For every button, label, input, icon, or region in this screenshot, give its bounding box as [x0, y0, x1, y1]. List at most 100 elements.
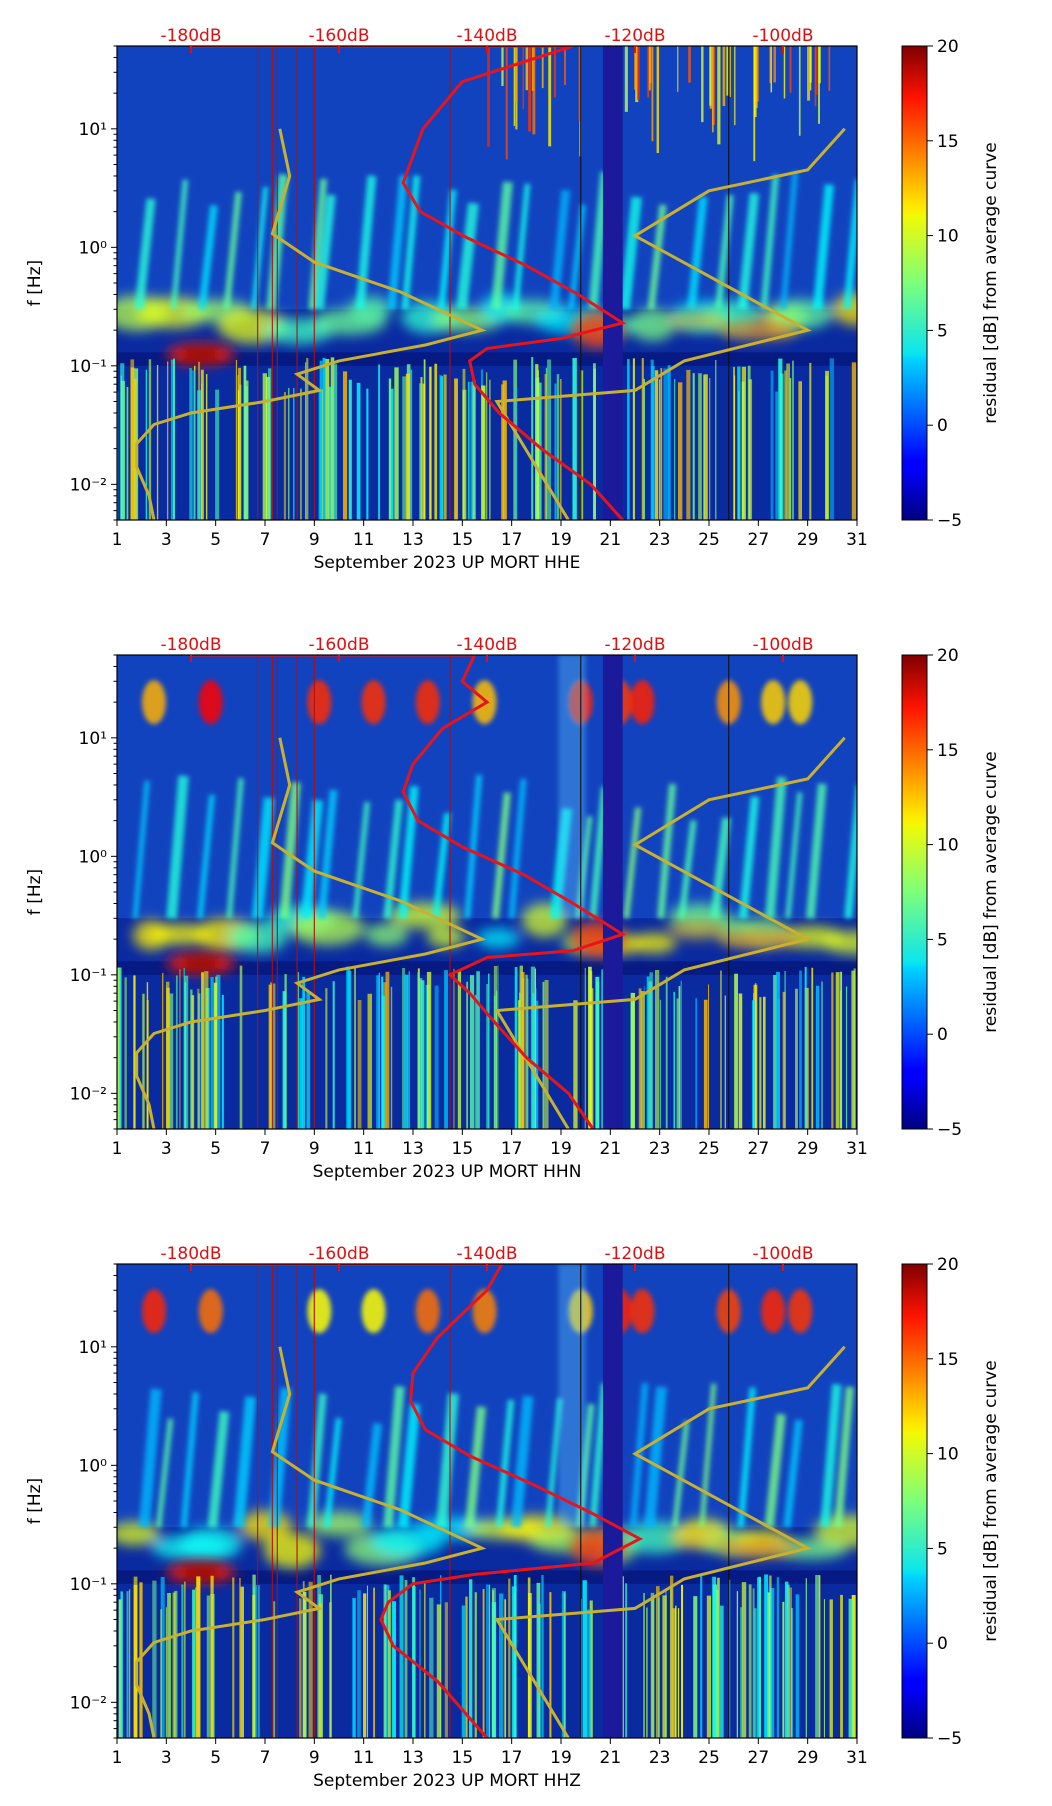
heatmap-wisp [197, 794, 216, 919]
heatmap-blob [632, 932, 677, 954]
data-gap [602, 46, 623, 520]
heatmap-wisp [510, 1395, 534, 1528]
x-tick-label: 1 [112, 530, 123, 550]
heatmap-wisp [512, 183, 531, 310]
x-tick-label: 25 [698, 530, 720, 550]
heatmap-hf-patch [142, 680, 166, 725]
average-psd-curve [191, 1264, 644, 1738]
event-hotspot-core [180, 348, 221, 361]
colorbar-label: residual [dB] from average curve [981, 142, 1001, 423]
heatmap-wisp [233, 1396, 257, 1528]
x-tick-label: 29 [797, 1139, 819, 1159]
x-axis-label: September 2023 UP MORT HHN [313, 1162, 582, 1182]
heatmap-hf-patch [198, 1289, 223, 1334]
y-axis-label: f [Hz] [25, 869, 45, 915]
x-tick-label: 13 [402, 1139, 424, 1159]
colorbar-gradient [901, 654, 928, 1130]
x-tick-label: 19 [550, 1139, 572, 1159]
x-tick-label: 7 [260, 1748, 271, 1768]
heatmap-wisp [812, 184, 834, 310]
heatmap-blob [307, 1511, 371, 1537]
heatmap-blob [348, 296, 392, 322]
heatmap-blob [365, 923, 409, 947]
db-tick-label: -100dB [752, 1244, 813, 1264]
colorbar-label: residual [dB] from average curve [981, 751, 1001, 1032]
heatmap-wisp [647, 204, 667, 310]
y-tick-label: 10⁰ [79, 238, 108, 258]
heatmap-wisp [355, 175, 377, 310]
average-psd-curve [191, 655, 627, 1129]
heatmap-gaps [256, 46, 730, 520]
y-tick-label: 10⁻¹ [70, 1575, 107, 1595]
colorbar-tick-label: 0 [937, 1634, 948, 1654]
heatmap-blob [179, 1527, 243, 1561]
x-tick-label: 27 [748, 1748, 770, 1768]
heatmap-wisp [671, 1420, 690, 1528]
x-tick-label: 9 [309, 530, 320, 550]
db-tick-label: -140dB [456, 26, 517, 46]
heatmap-hf-patch [415, 680, 440, 725]
heatmap-wisp [737, 192, 760, 310]
x-axis-label: September 2023 UP MORT HHZ [313, 1771, 581, 1791]
colorbar-tick-label: 0 [937, 416, 948, 436]
colorbar-tick-label: 20 [937, 37, 959, 57]
heatmap-wisp [678, 820, 697, 919]
x-tick-label: 21 [600, 530, 622, 550]
x-tick-label: 3 [161, 1139, 172, 1159]
db-tick-label: -140dB [456, 1244, 517, 1264]
heatmap-wisp [491, 792, 511, 919]
average-psd-curve [191, 46, 627, 520]
y-tick-label: 10⁰ [79, 1456, 108, 1476]
x-tick-label: 5 [210, 1748, 221, 1768]
db-tick-label: -120dB [604, 1244, 665, 1264]
event-hotspot-core [180, 957, 221, 970]
nhnm-curve [494, 736, 846, 1129]
heatmap-hf-column [558, 1264, 586, 1528]
heatmap-wisp [361, 1422, 383, 1528]
heatmap-wisp [549, 189, 571, 310]
x-tick-label: 13 [402, 530, 424, 550]
heatmap-wisp [844, 784, 857, 919]
heatmap-wisp [155, 1418, 174, 1528]
heatmap-wisp [833, 1386, 855, 1528]
event-hotspot [718, 1538, 799, 1559]
heatmap-blob [476, 928, 520, 949]
heatmap-wisp [314, 194, 336, 310]
db-tick-label: -120dB [604, 26, 665, 46]
heatmap-blob [820, 930, 857, 955]
heatmap-band-dark [117, 352, 857, 366]
heatmap-wisps [138, 1382, 855, 1528]
heatmap-wisp [760, 174, 780, 310]
x-tick-label: 27 [748, 530, 770, 550]
colorbar-gradient [901, 1263, 928, 1739]
heatmap [117, 46, 857, 520]
heatmap-band-dark [117, 961, 857, 975]
x-tick-label: 21 [600, 1748, 622, 1768]
heatmap-wisp [464, 1406, 487, 1528]
db-tick-label: -140dB [456, 635, 517, 655]
heatmap-wisp [134, 198, 156, 310]
nlnm-curve [135, 1346, 487, 1738]
heatmap-wisp [436, 1393, 459, 1528]
colorbar-tick-label: −5 [937, 511, 962, 531]
heatmap-wisp [657, 783, 677, 919]
heatmap-wisp [780, 171, 799, 310]
heatmap-hf-patch [142, 1289, 166, 1334]
heatmap-hf-patch [307, 1289, 332, 1334]
x-tick-label: 17 [501, 1748, 523, 1768]
heatmap-wisp [589, 1383, 609, 1528]
colorbar-tick-label: 10 [937, 1445, 959, 1465]
y-tick-label: 10⁻¹ [70, 966, 107, 986]
x-tick-label: 3 [161, 1748, 172, 1768]
y-tick-label: 10⁰ [79, 847, 108, 867]
x-tick-label: 11 [353, 1139, 375, 1159]
spectrogram-panel-1: 1 3 5 7 9 11 13 15 17 19 21 23 25 27 29 3110¹10⁰10⁻¹10⁻… [25, 26, 1001, 573]
heatmap-wisp [545, 1398, 563, 1528]
x-tick-label: 13 [402, 1748, 424, 1768]
y-tick-label: 10¹ [79, 1338, 107, 1358]
colorbar-label: residual [dB] from average curve [981, 1360, 1001, 1641]
db-tick-label: -160dB [308, 26, 369, 46]
heatmap-hf [142, 655, 813, 919]
heatmap-wisp [397, 1403, 421, 1528]
